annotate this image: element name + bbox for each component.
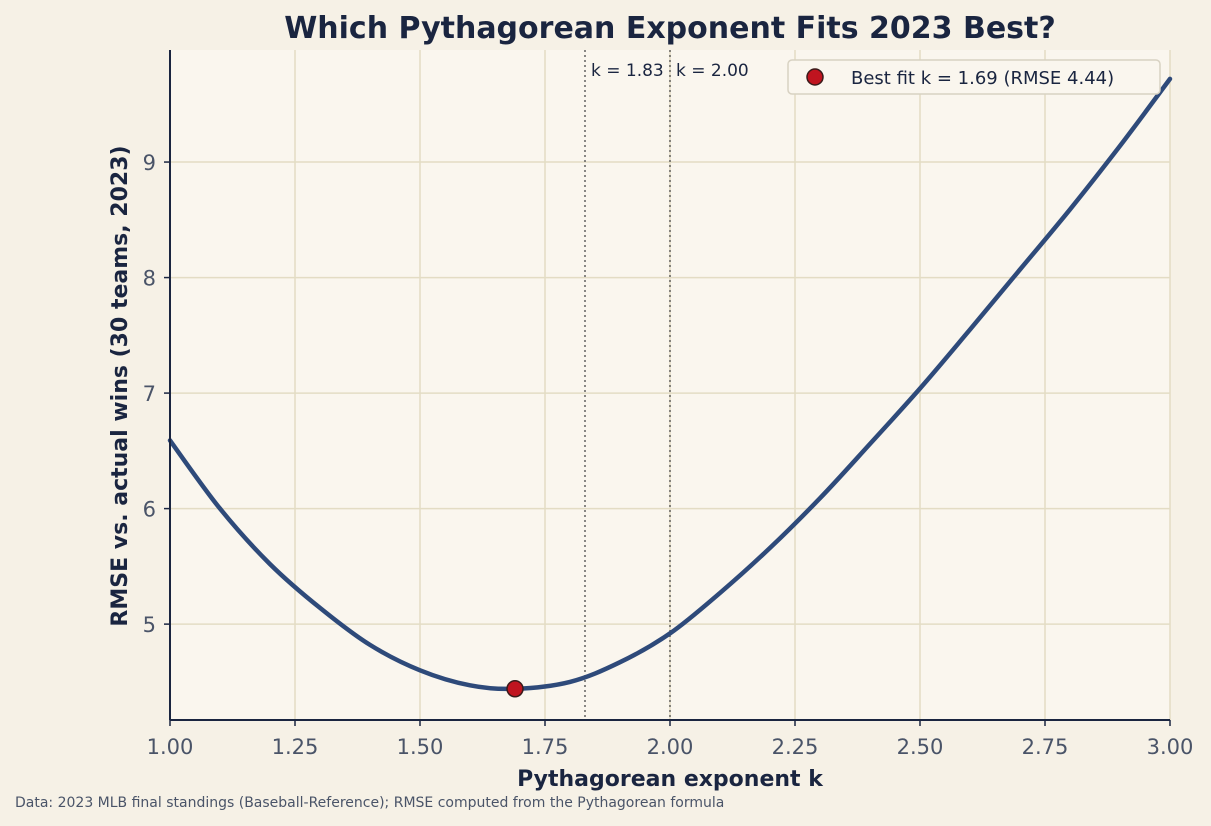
y-tick-label: 7 <box>143 382 156 406</box>
y-axis-label: RMSE vs. actual wins (30 teams, 2023) <box>108 145 133 626</box>
y-tick-label: 5 <box>143 613 156 637</box>
legend-box <box>787 59 1161 95</box>
x-tick-label: 2.00 <box>647 735 694 759</box>
x-tick-label: 1.50 <box>397 735 444 759</box>
y-tick-label: 9 <box>143 151 156 175</box>
y-tick-label: 6 <box>143 498 156 522</box>
x-axis-label: Pythagorean exponent k <box>517 767 824 792</box>
data-source-caption: Data: 2023 MLB final standings (Baseball… <box>15 795 725 811</box>
legend: Best fit k = 1.69 (RMSE 4.44) <box>787 59 1161 95</box>
reference-label: k = 2.00 <box>676 61 749 81</box>
x-tick-label: 1.00 <box>147 735 194 759</box>
chart-title: Which Pythagorean Exponent Fits 2023 Bes… <box>284 11 1056 46</box>
x-tick-label: 2.50 <box>897 735 944 759</box>
x-tick-label: 2.75 <box>1022 735 1069 759</box>
legend-entry: Best fit k = 1.69 (RMSE 4.44) <box>851 68 1114 89</box>
x-tick-label: 2.25 <box>772 735 819 759</box>
grid-lines <box>169 50 1171 720</box>
x-tick-label: 1.75 <box>522 735 569 759</box>
reference-label: k = 1.83 <box>591 61 664 81</box>
x-tick-labels: 1.00 1.25 1.50 1.75 2.00 2.25 2.50 2.75 3.00 <box>147 720 1194 759</box>
rmse-curve <box>167 76 1173 692</box>
x-tick-label: 3.00 <box>1147 735 1194 759</box>
y-tick-label: 8 <box>143 267 156 291</box>
y-tick-labels: 5 6 7 8 9 <box>143 151 170 637</box>
best-fit-point <box>506 680 524 698</box>
reference-lines: k = 1.83 k = 2.00 <box>584 50 749 720</box>
legend-marker <box>806 68 824 86</box>
x-tick-label: 1.25 <box>272 735 319 759</box>
